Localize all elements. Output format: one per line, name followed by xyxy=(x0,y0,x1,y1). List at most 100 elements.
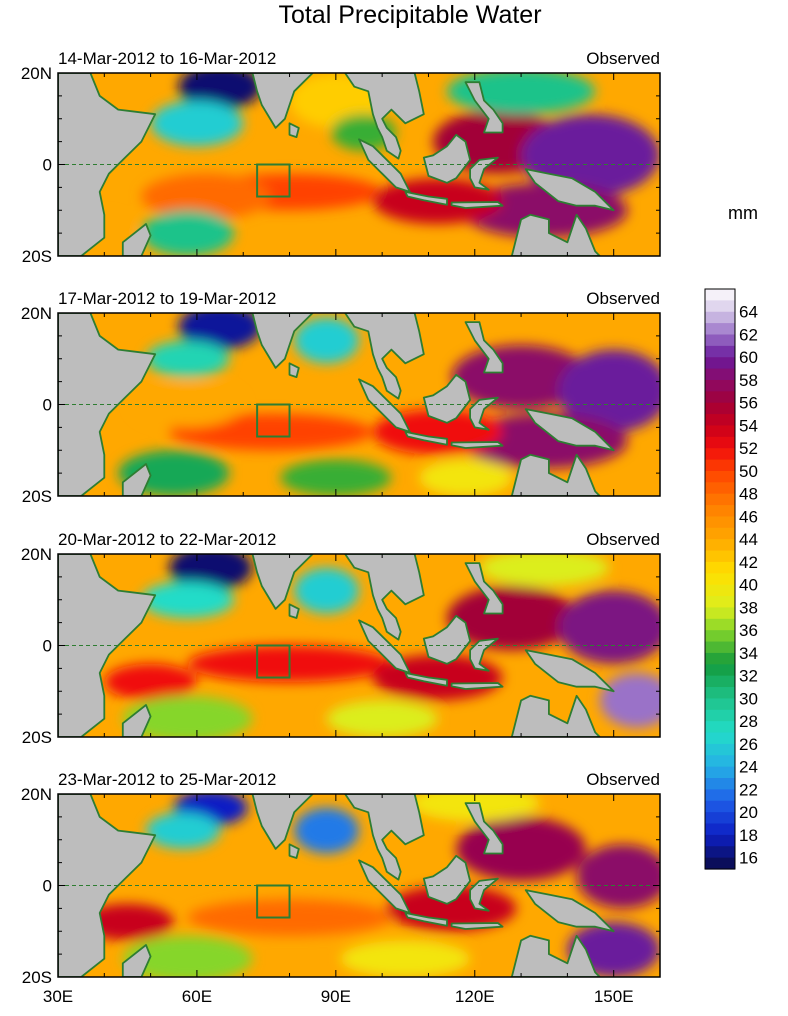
y-tick-label: 20N xyxy=(21,785,52,804)
colorbar-swatch xyxy=(705,425,735,438)
map-panel-4 xyxy=(58,794,660,977)
land-mass xyxy=(344,794,425,881)
land-mass xyxy=(524,168,615,212)
colorbar-swatch xyxy=(705,379,735,392)
colorbar-swatch xyxy=(705,618,735,631)
land-mass xyxy=(121,463,152,496)
x-tick-label: 60E xyxy=(182,987,212,1006)
tpw-anomaly xyxy=(294,317,360,364)
colorbar-swatch xyxy=(705,687,735,700)
colorbar-swatch xyxy=(705,732,735,745)
colorbar-swatch xyxy=(705,539,735,552)
colorbar-swatch xyxy=(705,857,735,870)
y-tick-label: 20N xyxy=(21,64,52,83)
tpw-anomaly xyxy=(145,340,230,378)
land-mass xyxy=(469,156,499,191)
colorbar-swatch xyxy=(705,721,735,734)
land-mass xyxy=(233,313,314,369)
colorbar-swatch xyxy=(705,823,735,836)
y-tick-label: 20S xyxy=(22,968,52,987)
land-mass xyxy=(510,694,601,737)
land-mass xyxy=(288,843,300,859)
land-mass xyxy=(464,562,504,615)
colorbar-label: 28 xyxy=(739,712,758,731)
colorbar-swatch xyxy=(705,482,735,495)
land-mass xyxy=(404,190,448,206)
colorbar-swatch xyxy=(705,550,735,563)
chart-title: Total Precipitable Water xyxy=(278,1,542,29)
colorbar-swatch xyxy=(705,436,735,449)
colorbar-label: 18 xyxy=(739,826,758,845)
land-mass xyxy=(344,73,425,160)
land-mass xyxy=(121,223,152,256)
colorbar-swatch xyxy=(705,584,735,597)
tpw-anomaly xyxy=(141,173,272,220)
colorbar-swatch xyxy=(705,800,735,813)
land-mass xyxy=(524,408,615,452)
colorbar-swatch xyxy=(705,755,735,768)
land-mass xyxy=(464,321,504,374)
land-mass xyxy=(464,81,504,134)
panel-period-label: 17-Mar-2012 to 19-Mar-2012 xyxy=(58,289,276,308)
colorbar-swatch xyxy=(705,459,735,472)
colorbar-swatch xyxy=(705,516,735,529)
land-mass xyxy=(404,672,448,687)
land-mass xyxy=(524,889,615,933)
land-mass xyxy=(464,802,504,855)
colorbar-label: 20 xyxy=(739,803,758,822)
land-mass xyxy=(344,313,425,400)
colorbar-swatch xyxy=(705,664,735,677)
colorbar-swatch xyxy=(705,561,735,574)
tpw-anomaly xyxy=(326,700,438,737)
colorbar-label: 24 xyxy=(739,758,758,777)
panel-observed-label: Observed xyxy=(586,49,660,68)
tpw-anomaly xyxy=(294,807,360,854)
colorbar-swatch xyxy=(705,607,735,620)
analysis-box xyxy=(256,644,291,679)
land-mass xyxy=(58,794,157,977)
colorbar-swatch xyxy=(705,345,735,358)
land-mass xyxy=(450,441,504,449)
map-panel-1 xyxy=(58,73,660,256)
colorbar-swatch xyxy=(705,573,735,586)
land-mass xyxy=(422,854,472,905)
colorbar-label: 42 xyxy=(739,553,758,572)
tpw-anomaly xyxy=(446,586,577,651)
panel-observed-label: Observed xyxy=(586,770,660,789)
land-mass xyxy=(450,922,504,930)
land-mass xyxy=(288,362,300,379)
colorbar-label: 26 xyxy=(739,735,758,754)
tpw-anomaly xyxy=(419,459,512,496)
land-mass xyxy=(524,649,615,693)
tpw-anomaly xyxy=(558,590,660,664)
colorbar-swatch xyxy=(705,709,735,722)
land-mass xyxy=(121,704,152,737)
land-mass xyxy=(344,554,425,641)
colorbar-label: 44 xyxy=(739,530,758,549)
y-tick-label: 0 xyxy=(43,396,52,415)
land-mass xyxy=(510,213,601,256)
colorbar-swatch xyxy=(705,527,735,540)
land-mass xyxy=(233,554,314,610)
colorbar-swatch xyxy=(705,505,735,518)
panel-period-label: 23-Mar-2012 to 25-Mar-2012 xyxy=(58,770,276,789)
land-mass xyxy=(469,877,499,912)
land-mass xyxy=(510,934,601,977)
colorbar-label: 34 xyxy=(739,644,758,663)
y-tick-label: 20S xyxy=(22,247,52,266)
land-mass xyxy=(404,430,448,446)
x-tick-label: 120E xyxy=(455,987,495,1006)
colorbar-swatch xyxy=(705,846,735,859)
colorbar-swatch xyxy=(705,834,735,847)
panel-period-label: 20-Mar-2012 to 22-Mar-2012 xyxy=(58,530,276,549)
land-mass xyxy=(450,201,504,209)
colorbar-swatch xyxy=(705,402,735,415)
y-tick-label: 0 xyxy=(43,156,52,175)
tpw-anomaly xyxy=(122,935,253,977)
colorbar-swatch xyxy=(705,652,735,665)
y-tick-label: 0 xyxy=(43,637,52,656)
tpw-anomaly xyxy=(294,567,360,614)
colorbar-frame xyxy=(704,288,736,870)
tpw-anomaly xyxy=(558,349,660,432)
